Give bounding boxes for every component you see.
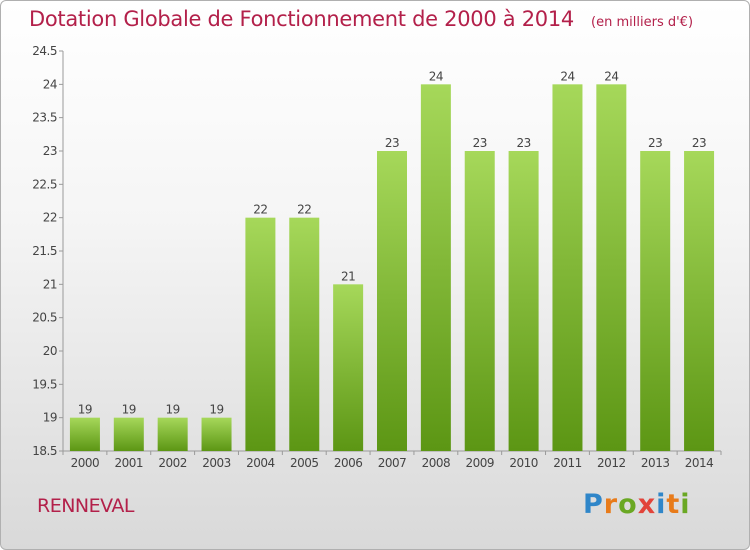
x-tick-label: 2014	[685, 456, 714, 470]
data-label: 24	[604, 69, 618, 83]
data-label: 19	[122, 403, 136, 417]
brand-logo-letter: x	[637, 489, 657, 520]
x-tick-label: 2003	[202, 456, 231, 470]
y-tick-label: 23.5	[32, 111, 57, 125]
bar	[508, 151, 539, 451]
brand-logo-letter: i	[656, 489, 667, 520]
bar	[113, 417, 144, 451]
x-tick-label: 2008	[422, 456, 451, 470]
bar	[684, 151, 715, 451]
data-label: 21	[341, 269, 355, 283]
data-label: 23	[473, 136, 487, 150]
x-tick-label: 2005	[290, 456, 319, 470]
location-name: RENNEVAL	[37, 495, 135, 517]
y-tick-label: 20	[43, 344, 57, 358]
bar	[377, 151, 407, 451]
bar	[201, 417, 232, 451]
y-tick-label: 22	[43, 211, 57, 225]
chart-unit: (en milliers d'€)	[591, 15, 694, 30]
bar	[420, 84, 451, 451]
data-label: 22	[253, 203, 267, 217]
data-label: 23	[385, 136, 399, 150]
data-label: 19	[166, 403, 180, 417]
bar	[69, 417, 100, 451]
bar	[552, 84, 583, 451]
data-label: 23	[648, 136, 662, 150]
y-tick-label: 24	[43, 77, 57, 91]
chart-title: Dotation Globale de Fonctionnement de 20…	[29, 7, 574, 31]
title-row: Dotation Globale de Fonctionnement de 20…	[29, 7, 693, 31]
x-tick-label: 2004	[246, 456, 275, 470]
bar	[640, 151, 671, 451]
brand-logo-letter: r	[603, 489, 619, 520]
y-tick-label: 19	[43, 411, 57, 425]
y-tick-label: 23	[43, 144, 57, 158]
x-tick-label: 2011	[553, 456, 582, 470]
y-tick-label: 20.5	[32, 311, 57, 325]
y-tick-label: 19.5	[32, 377, 57, 391]
data-label: 19	[78, 403, 92, 417]
y-tick-label: 22.5	[32, 177, 57, 191]
data-label: 23	[692, 136, 706, 150]
data-label: 22	[297, 203, 311, 217]
x-tick-label: 2000	[71, 456, 100, 470]
brand-logo-letter: t	[666, 489, 681, 520]
y-tick-label: 21	[43, 277, 57, 291]
x-tick-label: 2006	[334, 456, 363, 470]
x-tick-label: 2012	[597, 456, 626, 470]
data-label: 24	[560, 69, 574, 83]
bar	[464, 151, 495, 451]
x-tick-label: 2013	[641, 456, 670, 470]
data-label: 23	[516, 136, 530, 150]
bar	[333, 284, 364, 451]
x-tick-label: 2007	[378, 456, 407, 470]
bar	[157, 417, 188, 451]
bar	[596, 84, 627, 451]
y-tick-label: 24.5	[32, 44, 57, 58]
x-tick-label: 2010	[509, 456, 538, 470]
y-tick-label: 21.5	[32, 244, 57, 258]
x-tick-label: 2009	[465, 456, 494, 470]
brand-logo-letter: P	[583, 489, 604, 520]
bar	[245, 217, 276, 451]
data-label: 19	[209, 403, 223, 417]
bar	[289, 217, 320, 451]
data-label: 24	[429, 69, 443, 83]
y-tick-label: 18.5	[32, 444, 57, 458]
brand-logo: Proxiti	[583, 489, 691, 520]
x-tick-label: 2002	[158, 456, 187, 470]
brand-logo-letter: o	[618, 489, 638, 520]
brand-logo-letter: i	[680, 489, 691, 520]
x-tick-label: 2001	[115, 456, 144, 470]
